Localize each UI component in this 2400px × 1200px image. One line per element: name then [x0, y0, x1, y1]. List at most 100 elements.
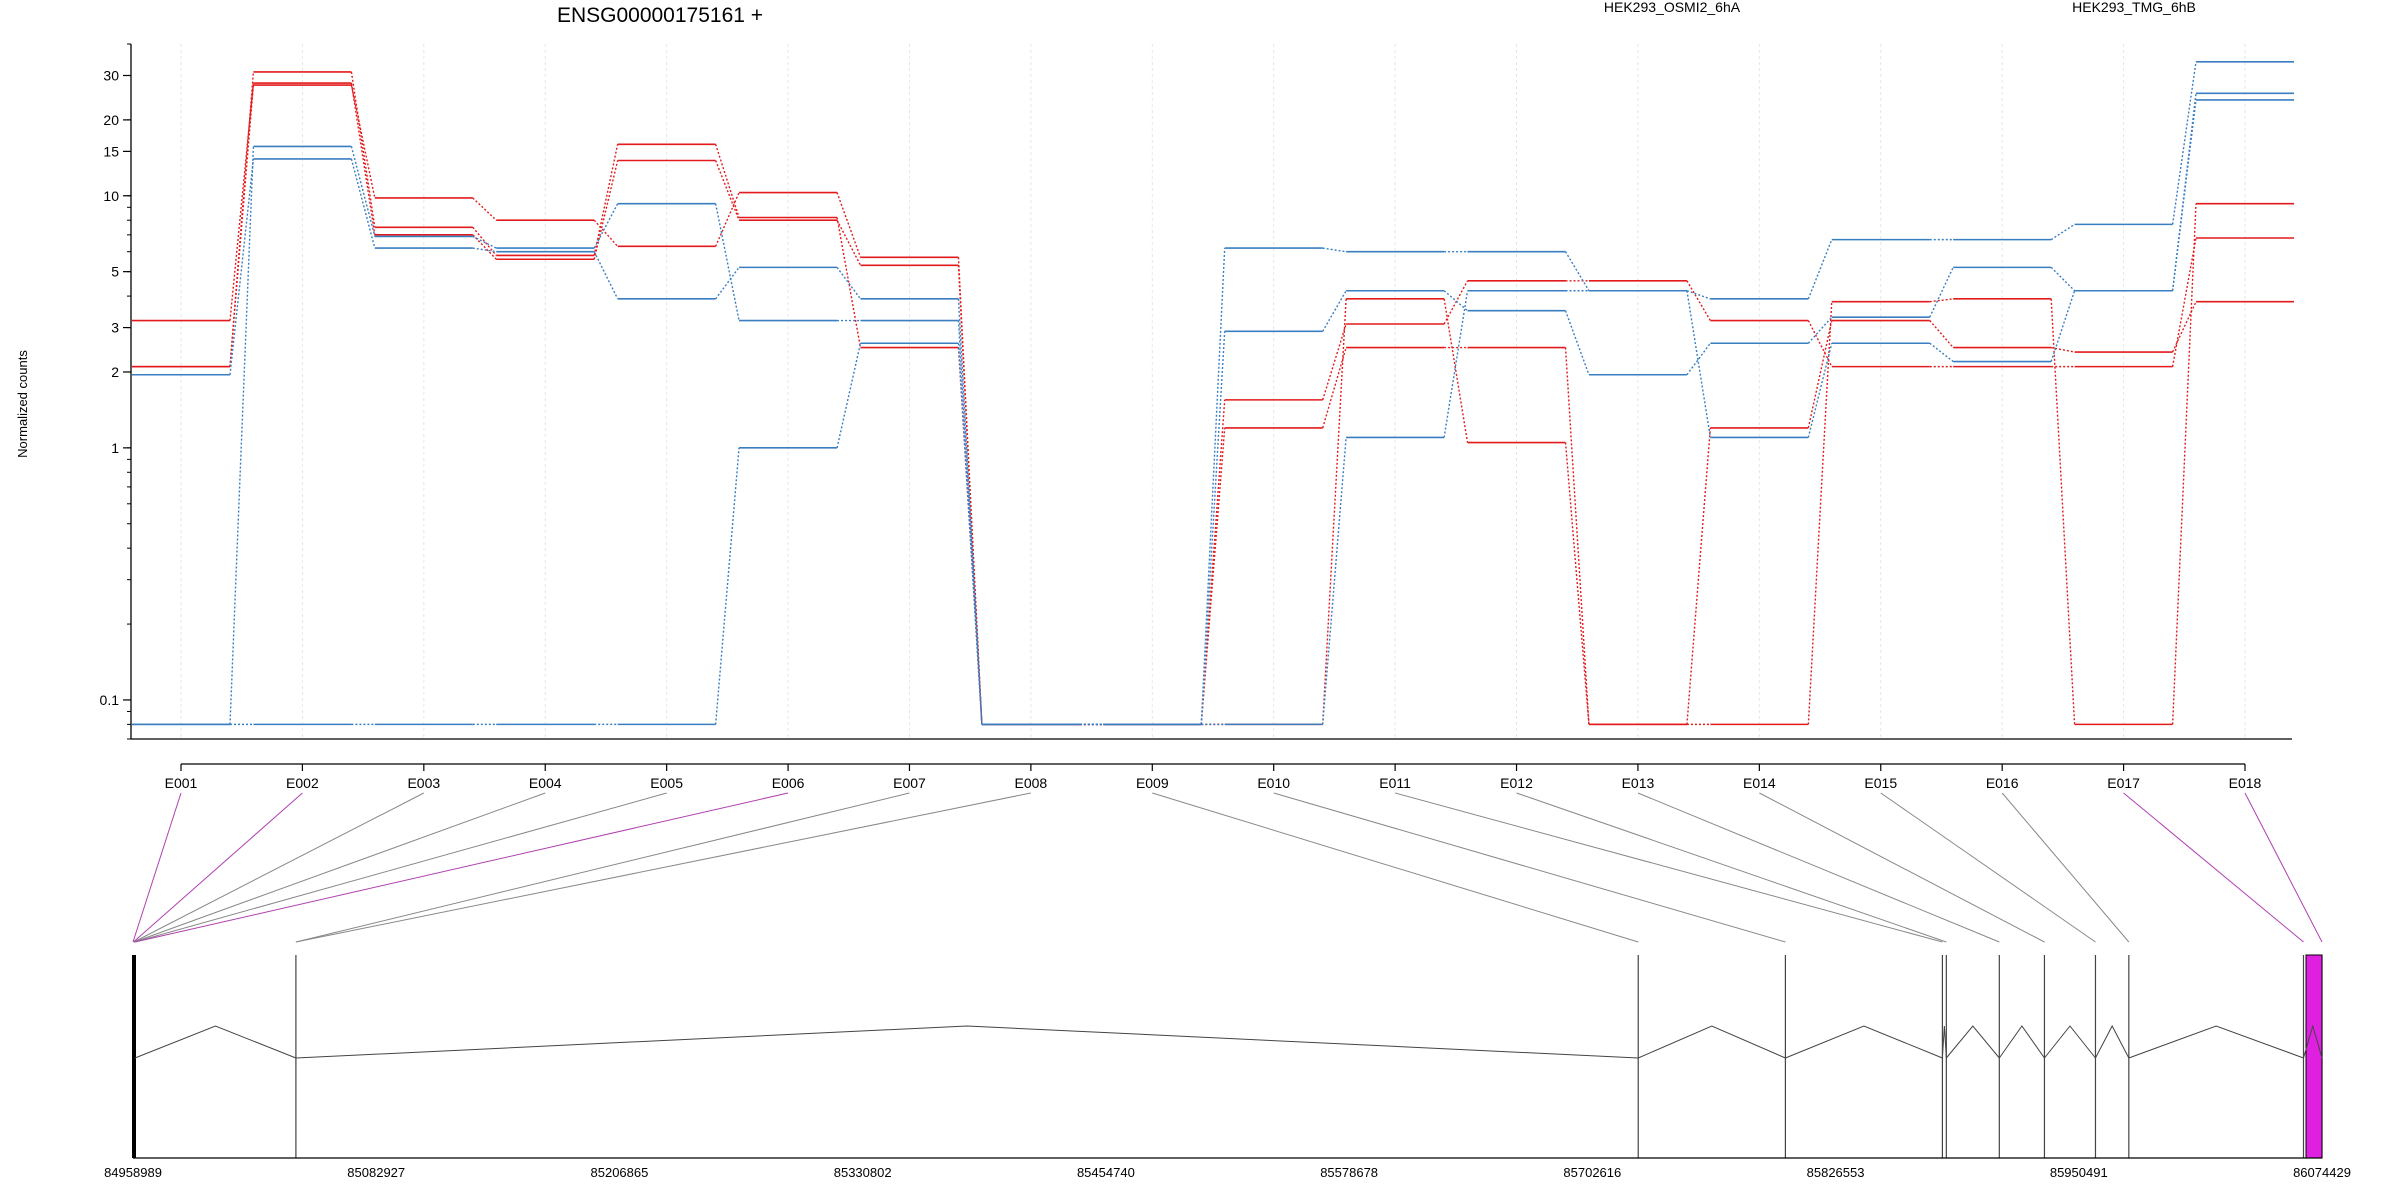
series-connector [2050, 223, 2075, 241]
series-connector [2050, 266, 2076, 292]
exon-link [1880, 792, 2096, 943]
series-connector [836, 219, 862, 266]
y-tick-label: 10 [103, 188, 119, 204]
series-connector [715, 192, 740, 247]
series-connector [1807, 320, 1833, 367]
series-connector [1564, 310, 1590, 375]
series-connector [1322, 323, 1347, 401]
series-connector [836, 217, 862, 348]
y-tick-label: 5 [111, 264, 119, 280]
genome-tick-label: 85082927 [347, 1165, 405, 1180]
series-connector [1443, 290, 1469, 438]
series-connector [714, 160, 740, 221]
y-tick-label: 20 [103, 112, 119, 128]
x-tick-label: E008 [1015, 775, 1048, 791]
series-connector [2171, 61, 2197, 225]
legend-label: HEK293_OSMI2_6hA [1604, 0, 1741, 15]
x-tick-label: E003 [407, 775, 440, 791]
intron-line [1785, 1025, 1943, 1059]
x-tick-label: E012 [1500, 775, 1533, 791]
grid [180, 44, 2246, 739]
series-connector [1807, 320, 1833, 429]
x-tick-label: E010 [1257, 775, 1290, 791]
highlight-exon-block [2305, 954, 2323, 1159]
series-connector [1200, 248, 1226, 725]
genome-tick-label: 85702616 [1563, 1165, 1621, 1180]
series-connector [1564, 251, 1590, 292]
series-HEK293_OSMI2_6hA [132, 82, 2294, 726]
series-connector [1200, 427, 1226, 725]
series-connector [1686, 290, 1712, 438]
exon-link [1152, 792, 1639, 943]
x-tick-label: E006 [772, 775, 805, 791]
series-connector [714, 144, 740, 218]
y-axis-label: Normalized counts [15, 350, 30, 458]
exon-link [1637, 792, 2000, 943]
x-tick-label: E018 [2229, 775, 2262, 791]
x-axis: E001 E002 E003 E004 E005 E006 E007 E008 E009 E010… [131, 738, 2292, 791]
series-connector [957, 298, 983, 725]
x-tick-label: E014 [1743, 775, 1776, 791]
exon-link [1394, 792, 1943, 943]
series-connector [1807, 239, 1833, 300]
series-connector [1807, 316, 1833, 344]
series-connector [2171, 301, 2197, 353]
series-connector [1929, 320, 1954, 349]
genome-tick-label: 85454740 [1077, 1165, 1135, 1180]
exon-link [295, 792, 910, 943]
series-connector [1564, 442, 1590, 725]
y-tick-label: 2 [111, 364, 119, 380]
exon-link [133, 792, 303, 943]
y-tick-label: 30 [103, 67, 119, 83]
series-connector [229, 71, 255, 367]
genome-tick-label: 85950491 [2050, 1165, 2108, 1180]
series-connector [1322, 298, 1347, 725]
series-connector [2050, 290, 2076, 362]
x-tick-label: E016 [1986, 775, 2019, 791]
series-connector [229, 146, 255, 725]
series-HEK293_OSMI2_6hA [132, 71, 2294, 726]
genome-tick-label: 86074429 [2293, 1165, 2351, 1180]
series-connector [2050, 298, 2076, 725]
series-connector [229, 158, 255, 375]
series-connector [350, 82, 376, 235]
series-connector [1686, 290, 1711, 300]
series-connector [836, 266, 862, 300]
y-axis: 0.1 1 2 3 5 10 15 20 30 [100, 43, 132, 740]
series-connector [1929, 342, 1954, 363]
exon-link [134, 792, 546, 943]
exon-link [133, 792, 425, 943]
y-tick-label: 1 [111, 440, 119, 456]
series-connector [1322, 247, 1347, 253]
x-tick-label: E002 [286, 775, 319, 791]
series-connector [1807, 301, 1833, 725]
intron-line [2303, 1024, 2323, 1059]
series-connector [350, 158, 376, 249]
x-tick-label: E013 [1622, 775, 1655, 791]
genome-tick-label: 85578678 [1320, 1165, 1378, 1180]
series-connector [1443, 290, 1468, 312]
series-connector [1929, 298, 1954, 303]
series-connector [1200, 331, 1226, 725]
genome-tick-label: 84958989 [104, 1165, 162, 1180]
exon-link [1759, 792, 2045, 943]
x-tick-label: E017 [2107, 775, 2140, 791]
intron-line [2044, 1025, 2096, 1059]
first-exon-block [132, 955, 136, 1158]
exon-link [295, 792, 1031, 943]
exon-link [1273, 792, 1786, 943]
series-connector [593, 160, 619, 260]
exon-link [1516, 792, 1947, 943]
series-layer [132, 60, 2294, 726]
series-connector [593, 251, 619, 300]
x-tick-label: E015 [1864, 775, 1897, 791]
exon-link [2001, 792, 2130, 943]
y-tick-label: 15 [103, 143, 119, 159]
y-tick-label: 0.1 [100, 692, 120, 708]
series-connector [714, 203, 740, 321]
x-tick-label: E001 [165, 775, 198, 791]
series-connector [1443, 298, 1469, 443]
gene-model [132, 954, 2323, 1159]
exon-link-lines [132, 792, 2323, 943]
